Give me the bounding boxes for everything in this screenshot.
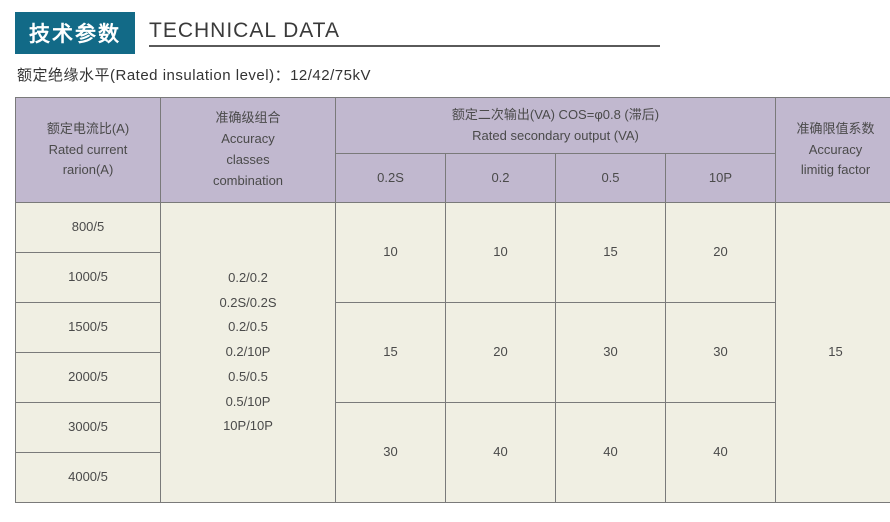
hdr-ratio-cn: 额定电流比(A) — [22, 119, 154, 140]
hdr-accuracy: 准确级组合 Accuracy classes combination — [161, 98, 336, 203]
cell-value: 20 — [446, 303, 556, 403]
cell-ratio: 2000/5 — [16, 353, 161, 403]
title-badge: 技术参数 — [15, 12, 135, 54]
header-row-1: 额定电流比(A) Rated current rarion(A) 准确级组合 A… — [16, 98, 890, 154]
table-row: 800/5 0.2/0.20.2S/0.2S0.2/0.50.2/10P0.5/… — [16, 203, 890, 253]
cell-ratio: 800/5 — [16, 203, 161, 253]
cell-ratio: 1500/5 — [16, 303, 161, 353]
cell-value: 40 — [446, 403, 556, 503]
hdr-acc-en1: Accuracy — [167, 129, 329, 150]
accuracy-item: 0.2/0.2 — [167, 266, 329, 291]
hdr-factor-cn: 准确限值系数 — [782, 119, 889, 140]
cell-value: 15 — [556, 203, 666, 303]
cell-accuracy-list: 0.2/0.20.2S/0.2S0.2/0.50.2/10P0.5/0.50.5… — [161, 203, 336, 503]
cell-factor: 15 — [776, 203, 890, 503]
hdr-acc-cn: 准确级组合 — [167, 108, 329, 129]
table-row: 1500/5 15 20 30 30 — [16, 303, 890, 353]
cell-value: 40 — [666, 403, 776, 503]
cell-value: 30 — [336, 403, 446, 503]
title-english: TECHNICAL DATA — [149, 19, 660, 47]
hdr-sub-0.5: 0.5 — [556, 154, 666, 203]
hdr-sub-0.2: 0.2 — [446, 154, 556, 203]
cell-value: 10 — [336, 203, 446, 303]
cell-value: 40 — [556, 403, 666, 503]
hdr-acc-en2: classes — [167, 150, 329, 171]
accuracy-item: 0.5/0.5 — [167, 365, 329, 390]
cell-ratio: 1000/5 — [16, 253, 161, 303]
cell-ratio: 3000/5 — [16, 403, 161, 453]
hdr-factor-en2: limitig factor — [782, 160, 889, 181]
cell-value: 10 — [446, 203, 556, 303]
accuracy-item: 0.2/0.5 — [167, 315, 329, 340]
cell-value: 15 — [336, 303, 446, 403]
cell-value: 30 — [666, 303, 776, 403]
hdr-ratio-en1: Rated current — [22, 140, 154, 161]
hdr-sub-10p: 10P — [666, 154, 776, 203]
accuracy-item: 10P/10P — [167, 414, 329, 439]
technical-data-table: 额定电流比(A) Rated current rarion(A) 准确级组合 A… — [15, 97, 890, 503]
hdr-ratio-en2: rarion(A) — [22, 160, 154, 181]
accuracy-item: 0.5/10P — [167, 390, 329, 415]
accuracy-item: 0.2S/0.2S — [167, 291, 329, 316]
hdr-output-cn: 额定二次输出(VA) COS=φ0.8 (滞后) — [342, 105, 769, 126]
table-row: 3000/5 30 40 40 40 — [16, 403, 890, 453]
title-row: 技术参数 TECHNICAL DATA — [15, 12, 875, 54]
subtitle: 额定绝缘水平(Rated insulation level)：12/42/75k… — [17, 64, 875, 85]
hdr-acc-en3: combination — [167, 171, 329, 192]
hdr-ratio: 额定电流比(A) Rated current rarion(A) — [16, 98, 161, 203]
accuracy-item: 0.2/10P — [167, 340, 329, 365]
cell-value: 20 — [666, 203, 776, 303]
hdr-output: 额定二次输出(VA) COS=φ0.8 (滞后) Rated secondary… — [336, 98, 776, 154]
cell-value: 30 — [556, 303, 666, 403]
hdr-factor-en1: Accuracy — [782, 140, 889, 161]
hdr-output-en: Rated secondary output (VA) — [342, 126, 769, 147]
hdr-sub-0.2s: 0.2S — [336, 154, 446, 203]
cell-ratio: 4000/5 — [16, 453, 161, 503]
hdr-factor: 准确限值系数 Accuracy limitig factor — [776, 98, 890, 203]
